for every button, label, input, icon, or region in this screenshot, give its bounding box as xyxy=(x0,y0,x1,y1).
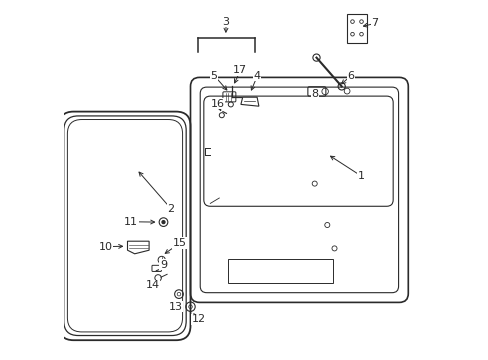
Text: 5: 5 xyxy=(210,71,217,81)
Text: 17: 17 xyxy=(233,65,247,75)
Text: 4: 4 xyxy=(253,71,260,81)
Text: 8: 8 xyxy=(310,89,318,99)
Text: 10: 10 xyxy=(99,242,113,252)
Text: 7: 7 xyxy=(370,18,378,28)
Text: 6: 6 xyxy=(346,71,353,81)
Text: 2: 2 xyxy=(167,204,174,214)
Text: 1: 1 xyxy=(357,171,364,181)
Circle shape xyxy=(162,221,164,224)
Text: 12: 12 xyxy=(191,314,205,324)
Text: 14: 14 xyxy=(145,280,160,290)
Text: 15: 15 xyxy=(172,238,186,248)
Bar xyxy=(228,259,332,283)
Text: 16: 16 xyxy=(210,99,224,109)
Bar xyxy=(346,14,366,43)
Text: 3: 3 xyxy=(222,17,229,27)
Text: 13: 13 xyxy=(168,302,182,312)
Text: 11: 11 xyxy=(124,217,138,227)
Text: 9: 9 xyxy=(160,260,167,270)
